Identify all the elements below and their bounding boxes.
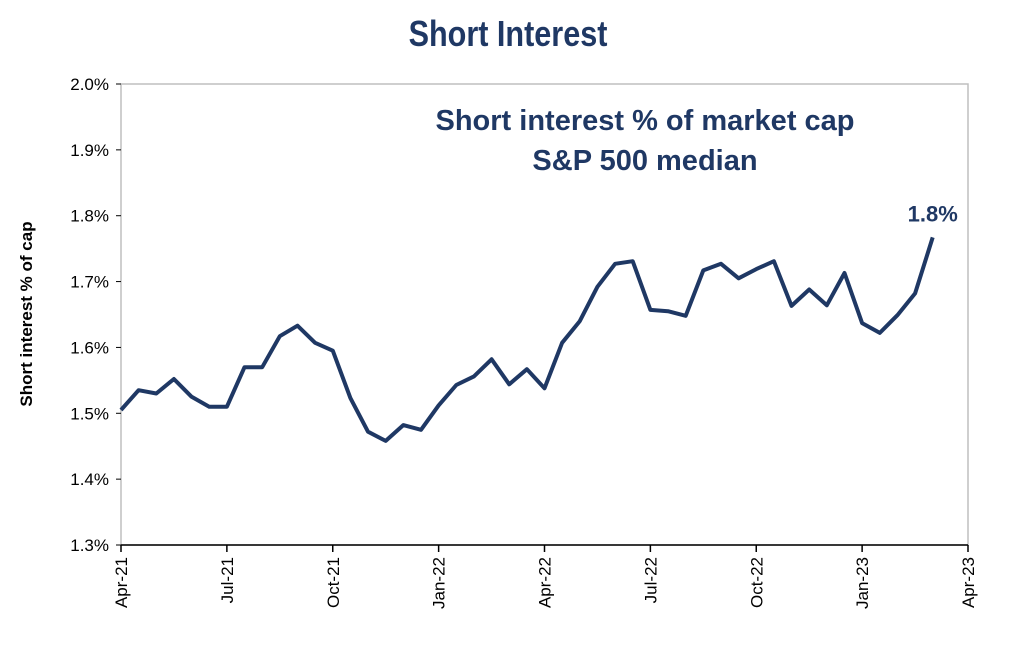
x-tick-label: Jan-22 — [430, 557, 449, 609]
chart-title: Short Interest — [409, 15, 608, 55]
x-tick-label: Apr-22 — [536, 557, 555, 608]
y-tick-label: 1.5% — [70, 404, 109, 423]
x-tick-label: Jul-22 — [641, 557, 660, 603]
chart-subtitle: S&P 500 median — [532, 145, 757, 177]
x-tick-label: Oct-22 — [747, 557, 766, 608]
x-tick-label: Apr-21 — [112, 557, 131, 608]
x-tick-label: Jan-23 — [853, 557, 872, 609]
y-axis-label: Short interest % of cap — [17, 221, 36, 406]
y-tick-label: 1.7% — [70, 273, 109, 292]
x-tick-label: Jul-21 — [218, 557, 237, 603]
x-tick-label: Oct-21 — [324, 557, 343, 608]
x-tick-label: Apr-23 — [959, 557, 978, 608]
y-tick-label: 1.4% — [70, 470, 109, 489]
y-tick-label: 2.0% — [70, 75, 109, 94]
data-label: 1.8% — [908, 201, 958, 226]
y-tick-label: 1.6% — [70, 338, 109, 357]
data-line — [119, 236, 935, 443]
y-tick-label: 1.3% — [70, 536, 109, 555]
chart-subtitle: Short interest % of market cap — [436, 105, 855, 137]
y-tick-label: 1.8% — [70, 207, 109, 226]
y-tick-label: 1.9% — [70, 141, 109, 160]
